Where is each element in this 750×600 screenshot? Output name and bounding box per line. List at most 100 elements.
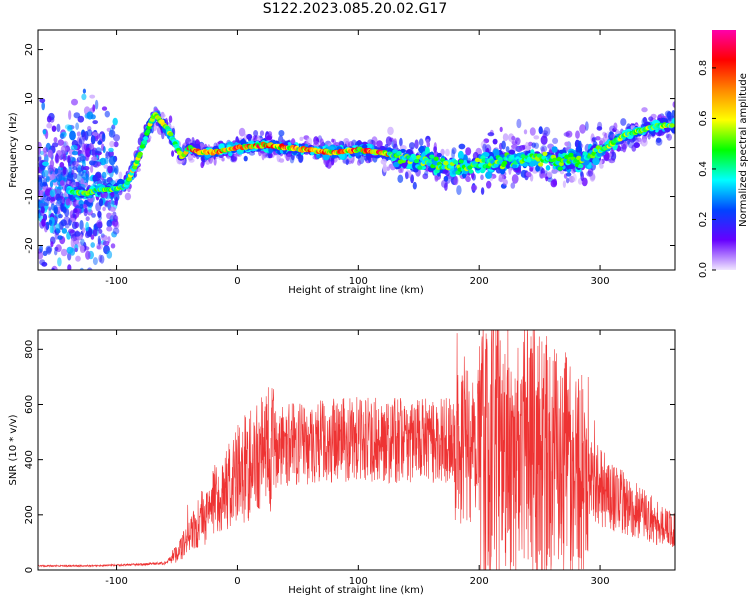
spectrogram-point bbox=[111, 231, 117, 238]
spectrogram-point bbox=[289, 154, 295, 164]
spectrogram-point bbox=[591, 136, 597, 143]
spectrogram-point bbox=[299, 136, 304, 141]
spectrogram-point bbox=[440, 148, 445, 156]
spectrogram-point bbox=[112, 227, 120, 235]
spectrogram-point bbox=[115, 196, 118, 206]
spectrogram-point bbox=[551, 169, 558, 174]
spectrogram-point bbox=[79, 203, 84, 209]
spectrogram-point bbox=[386, 166, 390, 171]
spectrogram-point bbox=[319, 138, 324, 149]
spectrogram-point bbox=[641, 107, 648, 113]
spectrogram-point bbox=[74, 247, 78, 253]
spectrogram-point bbox=[101, 179, 107, 184]
spectrogram-point bbox=[586, 170, 593, 177]
spectrogram-point bbox=[56, 197, 63, 205]
spectrogram-point bbox=[565, 177, 570, 184]
spectrogram-point bbox=[51, 267, 56, 270]
spectrogram-point bbox=[640, 138, 648, 147]
spectrogram-point bbox=[78, 138, 83, 149]
y-tick-label: 0 bbox=[24, 144, 35, 150]
spectrogram-point bbox=[96, 219, 103, 228]
spectrogram-point bbox=[48, 219, 53, 225]
spectrogram-point bbox=[572, 173, 577, 182]
y-tick-label: 0 bbox=[24, 567, 35, 573]
spectrogram-point bbox=[480, 187, 485, 195]
spectrogram-ridge-point bbox=[538, 162, 544, 167]
x-tick-label: 0 bbox=[234, 276, 240, 287]
spectrogram-point bbox=[608, 158, 616, 164]
spectrogram-point bbox=[267, 131, 273, 137]
spectrogram-point bbox=[306, 137, 313, 147]
spectrogram-ridge-point bbox=[145, 129, 151, 134]
spectrogram-point bbox=[109, 140, 115, 148]
spectrogram-point bbox=[511, 144, 518, 149]
spectrogram-point bbox=[71, 160, 79, 167]
spectrogram-point bbox=[92, 257, 98, 266]
spectrogram-ridge-point bbox=[596, 152, 602, 157]
spectrogram-point bbox=[259, 130, 265, 136]
spectrogram-point bbox=[57, 257, 62, 267]
spectrogram-point bbox=[81, 227, 86, 233]
spectrogram-point bbox=[90, 165, 94, 173]
spectrogram-point bbox=[44, 224, 48, 233]
spectrogram-point bbox=[85, 221, 89, 232]
spectrogram-point bbox=[533, 135, 540, 140]
spectrogram-point bbox=[85, 173, 89, 184]
spectrogram-ridge-point bbox=[478, 163, 484, 168]
spectrogram-point bbox=[92, 120, 98, 125]
spectrogram-point bbox=[55, 244, 62, 253]
x-tick-label: 300 bbox=[591, 576, 610, 587]
spectrogram-point bbox=[456, 185, 462, 196]
spectrogram-ridge-point bbox=[474, 157, 481, 163]
spectrogram-point bbox=[76, 131, 81, 137]
snr-ticks: -100 0 100 200 300 0 200 400 600 800 bbox=[24, 330, 675, 587]
spectrogram-point bbox=[83, 143, 90, 151]
spectrogram-point bbox=[89, 160, 96, 166]
spectrogram-point bbox=[266, 135, 273, 141]
spectrogram-point bbox=[400, 148, 406, 153]
spectrogram-ridge-point bbox=[137, 151, 143, 157]
spectrogram-point bbox=[62, 206, 67, 214]
spectrogram-point bbox=[231, 153, 238, 163]
spectrogram-point bbox=[75, 255, 81, 262]
spectrogram-point bbox=[101, 106, 108, 111]
spectrogram-point bbox=[62, 166, 67, 175]
spectrogram-point bbox=[326, 159, 332, 169]
spectrogram-point bbox=[103, 164, 109, 169]
spectrogram-ridge-point bbox=[522, 162, 529, 167]
spectrogram-point bbox=[46, 115, 52, 123]
spectrogram-point bbox=[552, 137, 559, 144]
spectrogram-point bbox=[97, 210, 102, 218]
spectrogram-point bbox=[436, 152, 442, 158]
spectrogram-point bbox=[546, 171, 553, 178]
colorbar-tick-label: 0.2 bbox=[698, 212, 709, 228]
colorbar: 0.0 0.2 0.4 0.6 0.8 Normalized spectral ampl… bbox=[698, 30, 749, 278]
spectrogram-point bbox=[575, 130, 580, 139]
spectrogram-point bbox=[98, 198, 103, 207]
spectrogram-point bbox=[276, 152, 281, 163]
spectrogram-point bbox=[511, 135, 516, 141]
spectrogram-point bbox=[648, 116, 654, 121]
figure-title: S122.2023.085.20.02.G17 bbox=[262, 1, 448, 17]
spectrogram-point bbox=[69, 130, 76, 141]
spectrogram-point bbox=[59, 191, 64, 198]
spectrogram-point bbox=[107, 201, 111, 210]
spectrogram-point bbox=[73, 112, 81, 119]
spectrogram-point bbox=[39, 274, 44, 283]
y-tick-label: 10 bbox=[24, 92, 35, 105]
spectrogram-point bbox=[47, 149, 53, 158]
spectrogram-point bbox=[540, 145, 548, 153]
spectrogram-point bbox=[541, 130, 548, 136]
spectrogram-point bbox=[545, 165, 551, 171]
spectrogram-point bbox=[86, 267, 93, 270]
spectrogram-point bbox=[73, 208, 78, 214]
spectrogram-point bbox=[42, 161, 49, 167]
spectrogram-ridge-point bbox=[458, 159, 464, 164]
spectrogram-point bbox=[39, 259, 46, 266]
spectrogram-point bbox=[171, 150, 175, 157]
spectrogram-point bbox=[39, 181, 45, 188]
x-tick-label: 100 bbox=[349, 276, 368, 287]
spectrogram-point bbox=[42, 277, 48, 281]
spectrogram-point bbox=[81, 165, 84, 172]
spectrogram-point bbox=[540, 173, 548, 178]
